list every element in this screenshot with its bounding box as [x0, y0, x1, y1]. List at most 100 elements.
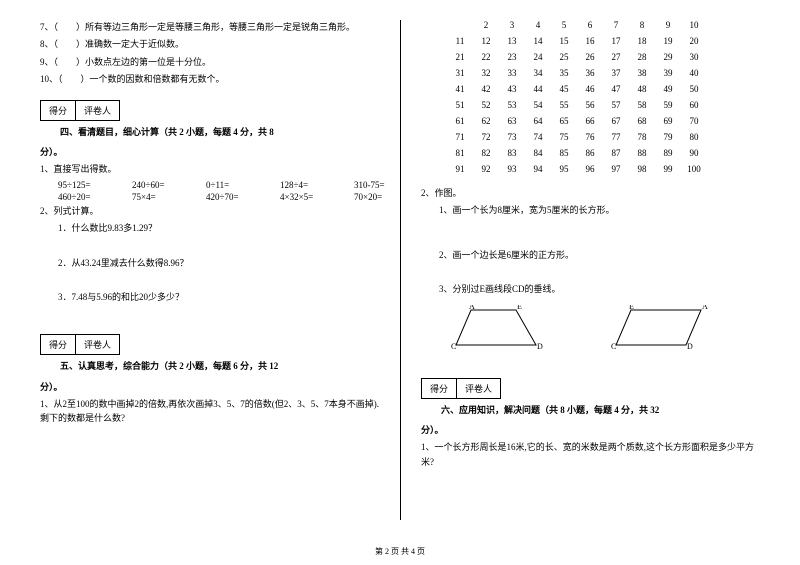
points-suffix: 分）。 [40, 145, 380, 159]
grid-cell: 98 [633, 164, 651, 174]
calc-cell: 128÷4= [280, 180, 330, 190]
calc-row-1: 95÷125= 240÷60= 0÷11= 128÷4= 310-75= [58, 180, 380, 190]
grid-cell: 83 [503, 148, 521, 158]
grid-cell: 17 [607, 36, 625, 46]
grid-cell: 38 [633, 68, 651, 78]
grid-cell: 36 [581, 68, 599, 78]
calc-cell: 0÷11= [206, 180, 256, 190]
grid-cell: 7 [607, 20, 625, 30]
calc-cell: 460÷20= [58, 192, 108, 202]
grid-cell: 8 [633, 20, 651, 30]
section-4-sub-3: 3．7.48与5.96的和比20少多少？ [58, 290, 380, 304]
grid-cell: 53 [503, 100, 521, 110]
grid-cell: 42 [477, 84, 495, 94]
grid-cell: 20 [685, 36, 703, 46]
section-4-title: 四、看清题目，细心计算（共 2 小题，每题 4 分，共 8 [60, 127, 274, 137]
number-grid: 2345678910111213141516171819202122232425… [451, 20, 760, 174]
grid-cell: 81 [451, 148, 469, 158]
grid-cell [451, 20, 469, 30]
grid-cell: 33 [503, 68, 521, 78]
score-label: 得分 [41, 101, 76, 120]
grid-cell: 18 [633, 36, 651, 46]
grid-cell: 74 [529, 132, 547, 142]
grid-cell: 61 [451, 116, 469, 126]
svg-text:E: E [517, 305, 522, 311]
grid-cell: 31 [451, 68, 469, 78]
grid-cell: 91 [451, 164, 469, 174]
svg-text:C: C [611, 342, 616, 351]
grid-cell: 49 [659, 84, 677, 94]
grid-cell: 68 [633, 116, 651, 126]
grid-cell: 27 [607, 52, 625, 62]
grid-cell: 96 [581, 164, 599, 174]
grid-cell: 90 [685, 148, 703, 158]
grid-cell: 85 [555, 148, 573, 158]
grader-label: 评卷人 [457, 379, 500, 398]
grid-cell: 80 [685, 132, 703, 142]
grid-cell: 43 [503, 84, 521, 94]
grid-cell: 71 [451, 132, 469, 142]
calc-cell: 95÷125= [58, 180, 108, 190]
grid-cell: 11 [451, 36, 469, 46]
grid-cell: 64 [529, 116, 547, 126]
points-suffix: 分）。 [40, 380, 380, 394]
section-4-sub-2: 2．从43.24里减去什么数得8.96？ [58, 256, 380, 270]
grid-cell: 70 [685, 116, 703, 126]
trapezoid-shape: A E C D [451, 305, 551, 360]
question-7: 7、（ ）所有等边三角形一定是等腰三角形，等腰三角形一定是锐角三角形。 [40, 20, 380, 34]
draw-task-1: 1、画一个长为8厘米，宽为5厘米的长方形。 [439, 203, 760, 217]
calc-cell: 310-75= [354, 180, 404, 190]
grid-cell: 46 [581, 84, 599, 94]
grid-cell: 24 [529, 52, 547, 62]
grader-label: 评卷人 [76, 335, 119, 354]
grid-cell: 76 [581, 132, 599, 142]
svg-text:D: D [687, 342, 693, 351]
section-5-item-1: 1、从2至100的数中画掉2的倍数,再依次画掉3、5、7的倍数(但2、3、5、7… [40, 397, 380, 426]
grid-cell: 77 [607, 132, 625, 142]
section-4-item-2: 2、列式计算。 [40, 204, 380, 218]
question-10: 10、（ ）一个数的因数和倍数都有无数个。 [40, 72, 380, 86]
section-5-item-2: 2、作图。 [421, 186, 760, 200]
grid-cell: 87 [607, 148, 625, 158]
grid-cell: 56 [581, 100, 599, 110]
score-label: 得分 [41, 335, 76, 354]
grid-cell: 39 [659, 68, 677, 78]
grid-cell: 73 [503, 132, 521, 142]
calc-cell: 240÷60= [132, 180, 182, 190]
page-footer: 第 2 页 共 4 页 [0, 546, 800, 557]
section-6-item-1: 1、一个长方形周长是16米,它的长、宽的米数是两个质数,这个长方形面积是多少平方… [421, 440, 760, 469]
grader-label: 评卷人 [76, 101, 119, 120]
svg-text:A: A [702, 305, 708, 311]
grid-cell: 12 [477, 36, 495, 46]
grid-cell: 86 [581, 148, 599, 158]
grid-cell: 41 [451, 84, 469, 94]
grid-cell: 99 [659, 164, 677, 174]
grid-cell: 45 [555, 84, 573, 94]
score-box: 得分 评卷人 [421, 378, 501, 399]
grid-cell: 9 [659, 20, 677, 30]
grid-cell: 15 [555, 36, 573, 46]
grid-cell: 40 [685, 68, 703, 78]
grid-cell: 62 [477, 116, 495, 126]
grid-cell: 69 [659, 116, 677, 126]
grid-cell: 78 [633, 132, 651, 142]
draw-task-3: 3、分别过E画线段CD的垂线。 [439, 282, 760, 296]
grid-cell: 47 [607, 84, 625, 94]
grid-cell: 89 [659, 148, 677, 158]
grid-cell: 21 [451, 52, 469, 62]
grid-cell: 5 [555, 20, 573, 30]
calc-row-2: 460÷20= 75×4= 420÷70= 4×32×5= 70×20= [58, 192, 380, 202]
grid-cell: 28 [633, 52, 651, 62]
grid-cell: 100 [685, 164, 703, 174]
grid-cell: 34 [529, 68, 547, 78]
grid-cell: 14 [529, 36, 547, 46]
grid-cell: 52 [477, 100, 495, 110]
grid-cell: 19 [659, 36, 677, 46]
grid-cell: 65 [555, 116, 573, 126]
grid-cell: 10 [685, 20, 703, 30]
svg-text:D: D [537, 342, 543, 351]
grid-cell: 6 [581, 20, 599, 30]
grid-cell: 58 [633, 100, 651, 110]
grid-cell: 22 [477, 52, 495, 62]
calc-cell: 75×4= [132, 192, 182, 202]
